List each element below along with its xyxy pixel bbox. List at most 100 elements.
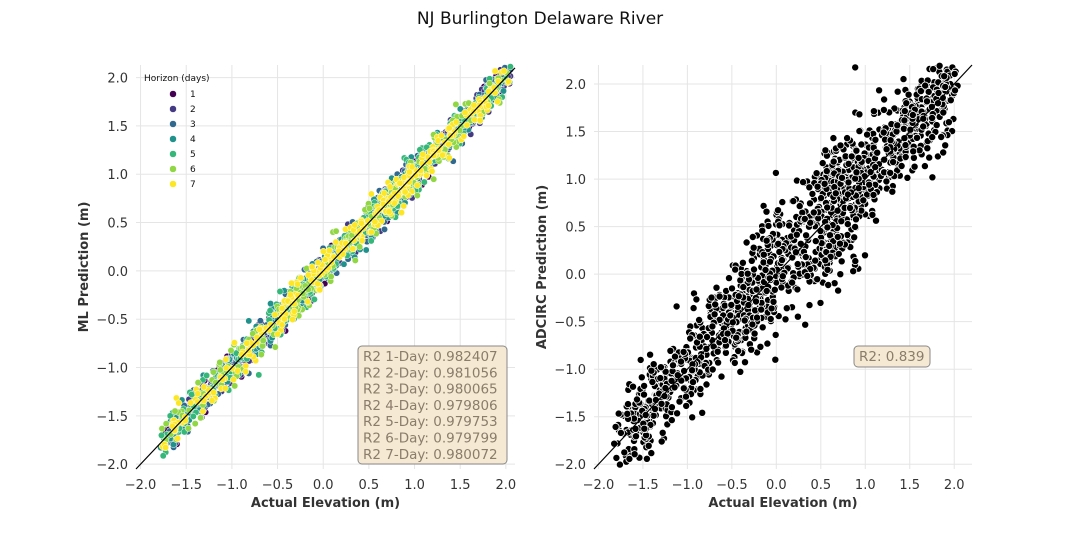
x-axis-label: Actual Elevation (m) xyxy=(251,496,400,511)
scatter-point xyxy=(825,241,834,250)
scatter-point xyxy=(799,178,808,187)
scatter-point xyxy=(800,214,809,223)
x-tick-label: 0.5 xyxy=(810,478,831,493)
scatter-point-h7 xyxy=(445,154,453,162)
scatter-point-h7 xyxy=(290,307,298,315)
scatter-point xyxy=(813,182,822,191)
scatter-point-h6 xyxy=(162,420,170,428)
scatter-point xyxy=(861,251,870,260)
scatter-point xyxy=(836,239,845,248)
scatter-point-h7 xyxy=(380,189,388,197)
scatter-point xyxy=(640,381,649,390)
scatter-point xyxy=(928,173,937,182)
scatter-point xyxy=(940,72,949,81)
scatter-point xyxy=(759,258,768,267)
scatter-point xyxy=(941,82,950,91)
scatter-point xyxy=(889,157,898,166)
scatter-point xyxy=(646,350,655,359)
scatter-point xyxy=(632,432,641,441)
scatter-point xyxy=(900,107,909,116)
scatter-point xyxy=(882,177,891,186)
scatter-point xyxy=(886,136,895,145)
scatter-point xyxy=(919,122,928,131)
scatter-point-h5 xyxy=(158,431,165,439)
scatter-point xyxy=(901,141,910,150)
scatter-point-h7 xyxy=(434,137,442,145)
scatter-point xyxy=(843,134,852,143)
scatter-point xyxy=(847,152,856,161)
scatter-point xyxy=(871,163,880,172)
scatter-point-h6 xyxy=(231,382,239,390)
scatter-point-h7 xyxy=(332,238,340,246)
x-tick-label: 0.0 xyxy=(766,478,787,493)
scatter-point xyxy=(855,127,864,136)
y-tick-label: −1.5 xyxy=(96,410,128,425)
scatter-point xyxy=(838,173,847,182)
scatter-point xyxy=(868,210,877,219)
scatter-point-h6 xyxy=(216,366,224,374)
scatter-point xyxy=(689,378,698,387)
scatter-point-h3 xyxy=(381,225,388,233)
scatter-point xyxy=(642,454,651,463)
identity-line xyxy=(593,64,973,470)
r2-text: R2 1-Day: 0.982407 xyxy=(363,349,498,365)
scatter-point xyxy=(629,382,638,391)
scatter-point-h7 xyxy=(314,259,322,267)
scatter-point xyxy=(923,144,932,153)
scatter-point xyxy=(863,130,872,139)
scatter-point-h6 xyxy=(259,337,267,345)
scatter-point xyxy=(764,221,773,230)
scatter-point xyxy=(879,128,888,137)
x-tick-label: −1.5 xyxy=(170,478,202,493)
scatter-point xyxy=(720,301,729,310)
scatter-point xyxy=(710,310,719,319)
scatter-point xyxy=(731,265,740,274)
scatter-point xyxy=(762,207,771,216)
scatter-point xyxy=(712,283,721,292)
x-tick-label: 1.0 xyxy=(855,478,876,493)
r2-text: R2 3-Day: 0.980065 xyxy=(363,382,498,398)
scatter-point xyxy=(648,377,657,386)
x-tick-label: −1.0 xyxy=(672,478,704,493)
scatter-point xyxy=(781,315,790,324)
scatter-point xyxy=(813,275,822,284)
scatter-point xyxy=(822,167,831,176)
scatter-point xyxy=(851,257,860,266)
scatter-point xyxy=(727,300,736,309)
scatter-point-h7 xyxy=(308,263,316,271)
y-tick-label: 2.0 xyxy=(107,72,128,87)
scatter-point xyxy=(771,355,780,364)
x-tick-label: −2.0 xyxy=(125,478,157,493)
scatter-point xyxy=(823,223,832,232)
scatter-point xyxy=(950,69,959,78)
scatter-point xyxy=(806,199,815,208)
scatter-point-h7 xyxy=(243,339,251,347)
scatter-point-h7 xyxy=(367,228,375,236)
scatter-point xyxy=(689,304,698,313)
x-tick-label: −0.5 xyxy=(716,478,748,493)
x-tick-label: 1.0 xyxy=(404,478,425,493)
scatter-point xyxy=(624,400,633,409)
scatter-point-h5 xyxy=(189,412,197,420)
scatter-point-h5 xyxy=(367,237,375,245)
scatter-point xyxy=(708,365,717,374)
scatter-point-h6 xyxy=(197,414,205,422)
scatter-point-h7 xyxy=(256,326,263,333)
y-axis-label: ADCIRC Prediction (m) xyxy=(535,185,550,349)
y-tick-label: −0.5 xyxy=(554,316,586,331)
scatter-point-h3 xyxy=(256,317,264,325)
scatter-point xyxy=(696,384,705,393)
scatter-point xyxy=(738,258,747,267)
scatter-point xyxy=(778,272,787,281)
scatter-point xyxy=(849,267,858,276)
y-tick-label: 1.5 xyxy=(565,126,586,141)
scatter-point xyxy=(925,153,934,162)
scatter-point-h7 xyxy=(445,140,453,148)
scatter-point-h7 xyxy=(357,219,365,227)
legend-label: 3 xyxy=(190,120,196,130)
scatter-point-h7 xyxy=(349,245,357,253)
scatter-point xyxy=(941,141,950,150)
scatter-point-h7 xyxy=(194,390,202,398)
scatter-point xyxy=(766,257,775,266)
scatter-point-h7 xyxy=(358,237,366,245)
